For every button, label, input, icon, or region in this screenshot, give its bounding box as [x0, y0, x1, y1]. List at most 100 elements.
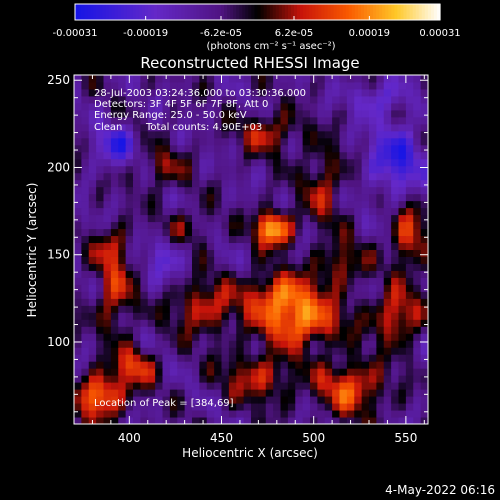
heatmap-cell: [273, 151, 282, 160]
heatmap-cell: [184, 242, 193, 250]
heatmap-cell: [243, 361, 252, 369]
heatmap-cell: [169, 242, 178, 250]
heatmap-cell: [155, 263, 164, 271]
heatmap-cell: [96, 340, 105, 348]
colorbar-tick-label: 0.00019: [349, 28, 390, 39]
colorbar-swatch: [81, 4, 85, 20]
heatmap-cell: [324, 109, 333, 118]
heatmap-cell: [339, 200, 348, 209]
heatmap-cell: [177, 109, 186, 118]
heatmap-cell: [192, 75, 200, 83]
heatmap-cell: [214, 81, 223, 90]
heatmap-cell: [199, 305, 208, 313]
heatmap-cell: [147, 172, 156, 181]
heatmap-cell: [398, 193, 407, 202]
heatmap-cell: [310, 396, 318, 404]
colorbar-swatch: [342, 4, 347, 20]
heatmap-cell: [221, 186, 230, 195]
heatmap-cell: [317, 263, 326, 271]
heatmap-cell: [236, 375, 245, 383]
heatmap-cell: [147, 158, 156, 167]
heatmap-cell: [251, 221, 259, 230]
colorbar-swatch: [391, 4, 395, 20]
heatmap-cell: [405, 228, 414, 237]
heatmap-cell: [369, 151, 377, 160]
heatmap-cell: [295, 81, 304, 90]
heatmap-cell: [147, 235, 156, 244]
heatmap-cell: [110, 228, 119, 237]
heatmap-cell: [214, 228, 223, 237]
heatmap-cell: [74, 151, 82, 160]
heatmap-cell: [74, 158, 82, 167]
heatmap-cell: [133, 242, 141, 250]
heatmap-cell: [420, 256, 429, 264]
heatmap-cell: [103, 347, 112, 355]
heatmap-cell: [221, 361, 230, 369]
heatmap-cell: [332, 298, 341, 306]
heatmap-cell: [177, 340, 186, 348]
heatmap-cell: [287, 179, 296, 188]
colorbar-swatch: [379, 4, 383, 20]
heatmap-cell: [206, 228, 215, 237]
heatmap-cell: [369, 319, 377, 327]
heatmap-cell: [169, 354, 178, 362]
heatmap-cell: [118, 389, 127, 397]
heatmap-cell: [273, 340, 282, 348]
heatmap-cell: [383, 144, 392, 153]
heatmap-cell: [177, 151, 186, 160]
heatmap-cell: [125, 347, 134, 355]
heatmap-cell: [236, 277, 245, 285]
heatmap-cell: [110, 389, 119, 397]
heatmap-cell: [140, 137, 149, 146]
heatmap-cell: [346, 326, 355, 334]
heatmap-cell: [199, 277, 208, 285]
heatmap-cell: [317, 361, 326, 369]
heatmap-cell: [346, 291, 355, 299]
heatmap-cell: [96, 165, 105, 174]
heatmap-cell: [420, 396, 429, 404]
heatmap-cell: [287, 333, 296, 341]
heatmap-cell: [383, 81, 392, 90]
heatmap-cell: [81, 249, 90, 257]
colorbar-swatch: [99, 4, 103, 20]
heatmap-cell: [169, 340, 178, 348]
heatmap-cell: [369, 368, 377, 376]
heatmap-cell: [295, 284, 304, 292]
colorbar-swatch: [260, 4, 265, 20]
heatmap-cell: [147, 137, 156, 146]
heatmap-cell: [273, 137, 282, 146]
heatmap-cell: [110, 417, 119, 425]
heatmap-cell: [310, 186, 318, 195]
heatmap-cell: [398, 326, 407, 334]
heatmap-cell: [251, 389, 259, 397]
heatmap-cell: [361, 179, 370, 188]
heatmap-cell: [265, 109, 274, 118]
heatmap-cell: [354, 291, 363, 299]
heatmap-cell: [413, 249, 422, 257]
heatmap-cell: [361, 326, 370, 334]
heatmap-cell: [199, 144, 208, 153]
heatmap-cell: [383, 165, 392, 174]
heatmap-cell: [96, 305, 105, 313]
heatmap-cell: [74, 326, 82, 334]
heatmap-cell: [74, 263, 82, 271]
heatmap-cell: [199, 95, 208, 104]
colorbar-swatch: [415, 4, 420, 20]
heatmap-cell: [383, 305, 392, 313]
heatmap-cell: [287, 396, 296, 404]
heatmap-cell: [302, 347, 311, 355]
heatmap-cell: [361, 396, 370, 404]
heatmap-cell: [214, 88, 223, 97]
heatmap-cell: [184, 116, 193, 125]
heatmap-cell: [383, 200, 392, 209]
heatmap-cell: [273, 249, 282, 257]
heatmap-cell: [398, 375, 407, 383]
heatmap-cell: [236, 200, 245, 209]
heatmap-cell: [133, 277, 141, 285]
heatmap-cell: [221, 333, 230, 341]
heatmap-cell: [88, 375, 97, 383]
heatmap-cell: [81, 179, 90, 188]
heatmap-cell: [177, 179, 186, 188]
heatmap-cell: [155, 333, 164, 341]
heatmap-cell: [361, 144, 370, 153]
